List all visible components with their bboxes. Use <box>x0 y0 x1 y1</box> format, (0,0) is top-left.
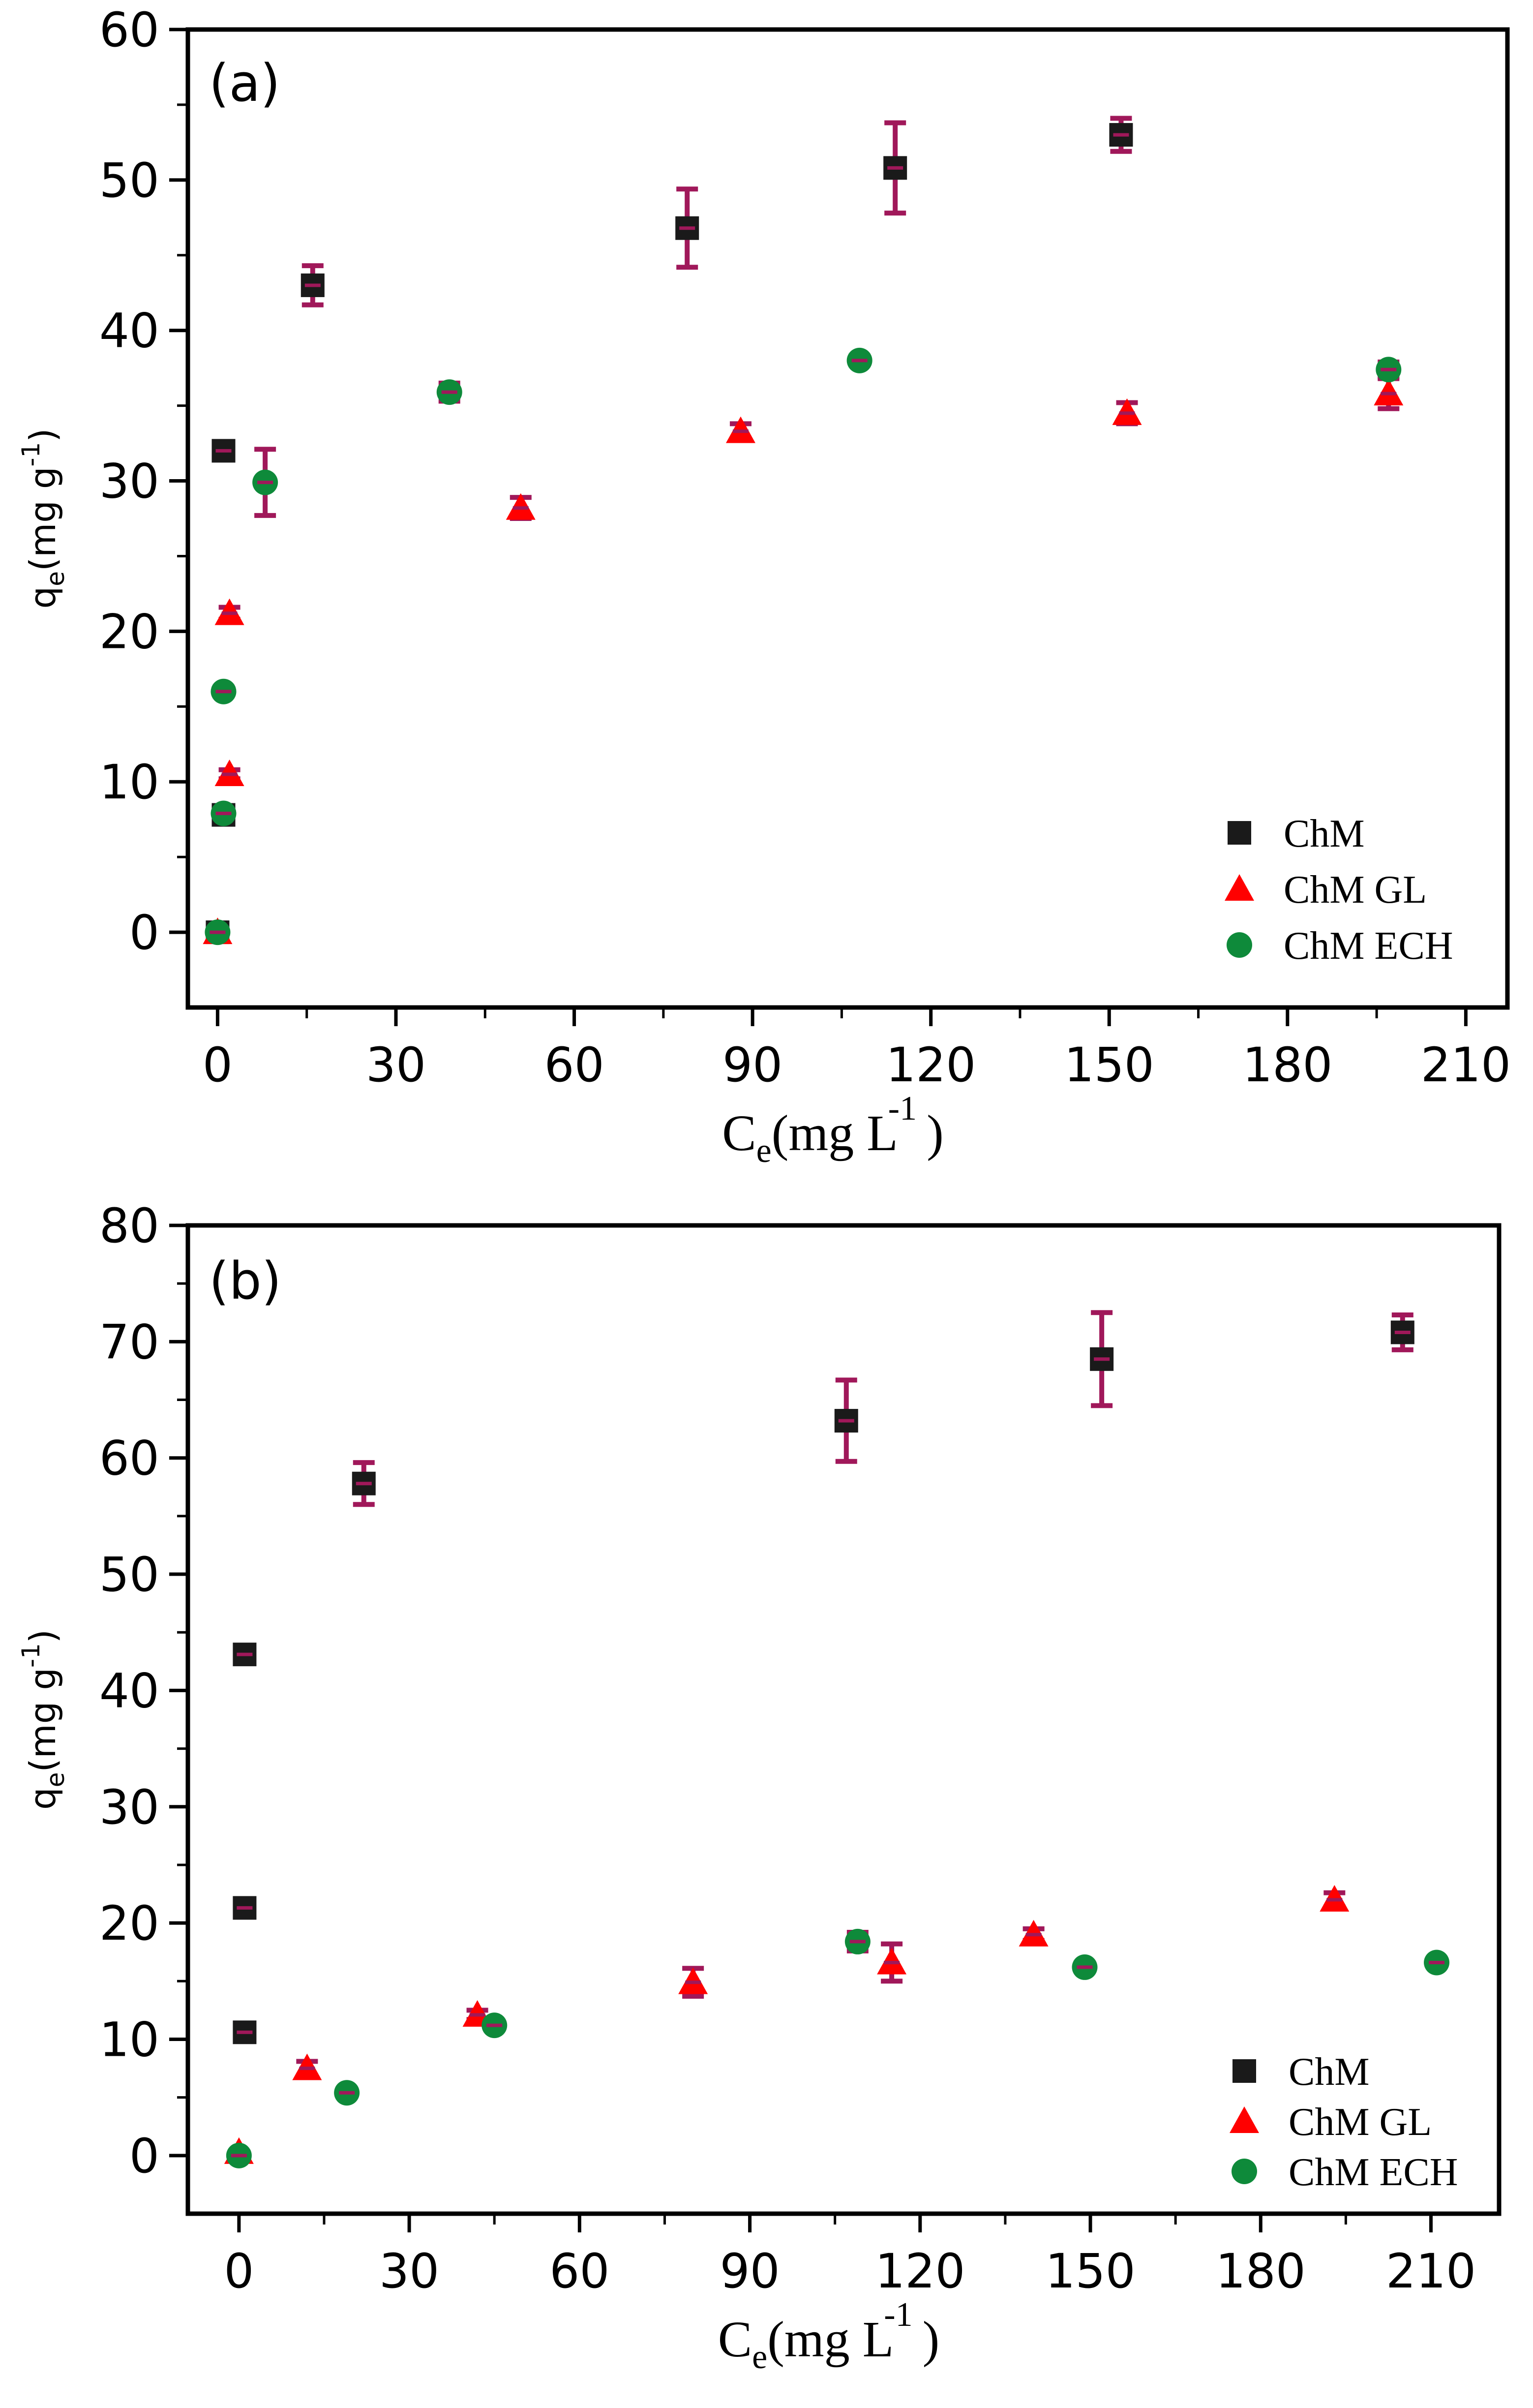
panel-b-series-chm-gl <box>224 1885 1350 2164</box>
panel-b-y-tick-label: 0 <box>129 2129 159 2184</box>
panel-b-y-tick-label: 20 <box>99 1896 159 1951</box>
legend-marker <box>1230 2106 1259 2133</box>
panel-a-y-tick-label: 20 <box>99 604 159 659</box>
legend-label: ChM ECH <box>1289 2151 1458 2194</box>
legend-marker <box>1228 821 1251 845</box>
panel-b: 0 30 60 90 120 150 180 210 0 10 20 30 40 50 60 70 80 Ce(m… <box>17 1198 1502 2376</box>
panel-a-plot-frame <box>185 27 1510 1010</box>
panel-a-y-tick-label: 0 <box>129 905 159 960</box>
panel-a-x-tick-label: 150 <box>1064 1037 1154 1093</box>
panel-b-y-axis-label: qe(mg g-1) <box>17 1629 70 1810</box>
panel-b-x-tick-label: 90 <box>720 2244 780 2299</box>
panel-b-y-tick-label: 60 <box>99 1431 159 1486</box>
panel-b-y-tick-label: 50 <box>99 1547 159 1602</box>
panel-a-y-tick-label: 50 <box>99 153 159 208</box>
panel-b-y-tick-label: 70 <box>99 1314 159 1370</box>
panel-b-plot-frame <box>185 1223 1502 2216</box>
panel-a-y-tick-label: 30 <box>99 454 159 509</box>
panel-a-series-chm-gl <box>203 376 1404 945</box>
panel-a-y-axis-label: qe(mg g-1) <box>17 428 70 609</box>
panel-a-series-chm <box>206 116 1133 945</box>
panel-b-series-chm <box>233 1310 1414 2044</box>
panel-b-x-tick-label: 120 <box>875 2244 965 2299</box>
panel-b-x-tick-label: 210 <box>1386 2244 1476 2299</box>
panel-a-x-tick-label: 0 <box>203 1037 233 1093</box>
legend-label: ChM <box>1284 812 1365 855</box>
legend-label: ChM <box>1289 2050 1370 2094</box>
panel-a-x-tick-label: 210 <box>1421 1037 1511 1093</box>
panel-a-x-tick-label: 180 <box>1242 1037 1332 1093</box>
panel-b-x-tick-label: 0 <box>224 2244 254 2299</box>
panel-b-series-chm-ech <box>226 1928 1450 2168</box>
panel-a: 0 30 60 90 120 150 180 210 0 10 20 30 40 50 60 Ce(mg L-… <box>17 2 1511 1170</box>
legend-label: ChM ECH <box>1284 924 1453 968</box>
legend-label: ChM GL <box>1284 868 1427 912</box>
panel-b-x-axis-label: Ce(mg L-1) <box>718 2296 939 2376</box>
panel-b-y-tick-label: 40 <box>99 1663 159 1718</box>
legend-marker <box>1225 874 1254 901</box>
panel-a-y-tick-label: 60 <box>99 2 159 58</box>
panel-a-x-tick-label: 30 <box>366 1037 426 1093</box>
panel-b-x-tick-label: 60 <box>549 2244 609 2299</box>
panel-b-x-tick-label: 30 <box>379 2244 439 2299</box>
panel-b-y-tick-label: 30 <box>99 1780 159 1835</box>
legend-marker <box>1227 932 1252 958</box>
panel-a-legend: ChM ChM GL ChM ECH <box>1225 812 1453 968</box>
legend-marker <box>1232 2059 1256 2083</box>
panel-a-y-tick-label: 10 <box>99 755 159 810</box>
panel-b-y-tick-label: 10 <box>99 2012 159 2067</box>
panel-a-x-tick-label: 60 <box>544 1037 604 1093</box>
panel-a-x-axis-label: Ce(mg L-1) <box>722 1090 943 1170</box>
panel-b-x-tick-label: 150 <box>1045 2244 1135 2299</box>
panel-a-x-tick-label: 90 <box>722 1037 782 1093</box>
legend-marker <box>1232 2159 1257 2184</box>
panel-b-y-tick-label: 80 <box>99 1198 159 1253</box>
panel-b-legend: ChM ChM GL ChM ECH <box>1230 2050 1458 2194</box>
panel-a-series-chm-ech <box>205 347 1402 945</box>
panel-b-x-tick-label: 180 <box>1216 2244 1306 2299</box>
panel-a-x-tick-label: 120 <box>886 1037 976 1093</box>
legend-label: ChM GL <box>1289 2101 1432 2144</box>
panel-a-label: (a) <box>209 53 280 113</box>
panel-b-label: (b) <box>209 1251 281 1311</box>
panel-a-y-tick-label: 40 <box>99 304 159 359</box>
